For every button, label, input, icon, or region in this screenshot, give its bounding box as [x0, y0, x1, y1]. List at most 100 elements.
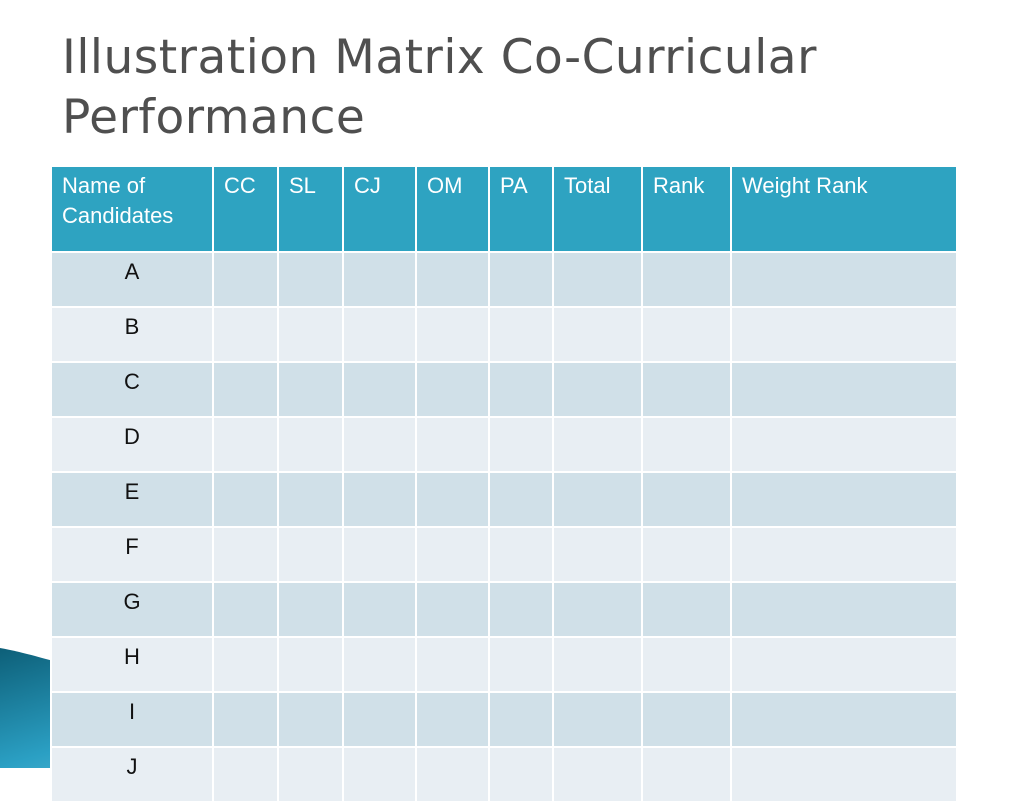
- table-cell: [552, 526, 643, 583]
- candidate-name-cell: G: [50, 581, 214, 638]
- table-row: B: [50, 306, 958, 363]
- table-cell: [415, 471, 490, 528]
- table-cell: [730, 746, 958, 803]
- table-cell: [730, 581, 958, 638]
- table-cell: [342, 746, 417, 803]
- table-cell: [212, 636, 279, 693]
- table-cell: [415, 306, 490, 363]
- candidate-name-cell: E: [50, 471, 214, 528]
- table-header-row: Name of Candidates CC SL CJ OM PA Total Rank Wei…: [50, 165, 958, 253]
- performance-matrix-table: Name of Candidates CC SL CJ OM PA Total Rank Wei…: [50, 165, 958, 803]
- table-cell: [415, 746, 490, 803]
- table-cell: [730, 526, 958, 583]
- table-cell: [488, 746, 554, 803]
- table-cell: [488, 526, 554, 583]
- column-header: PA: [488, 165, 554, 253]
- column-header: Total: [552, 165, 643, 253]
- table-cell: [641, 361, 732, 418]
- column-header: OM: [415, 165, 490, 253]
- table-cell: [552, 416, 643, 473]
- table-cell: [488, 691, 554, 748]
- table-cell: [415, 416, 490, 473]
- table-cell: [277, 581, 344, 638]
- table-cell: [277, 746, 344, 803]
- table-cell: [277, 471, 344, 528]
- candidate-name-cell: F: [50, 526, 214, 583]
- table-cell: [212, 691, 279, 748]
- table-cell: [415, 251, 490, 308]
- table-cell: [342, 581, 417, 638]
- table-cell: [641, 526, 732, 583]
- table-row: D: [50, 416, 958, 473]
- table-cell: [552, 581, 643, 638]
- table-cell: [641, 471, 732, 528]
- table-cell: [342, 361, 417, 418]
- table-cell: [277, 306, 344, 363]
- candidate-name-cell: I: [50, 691, 214, 748]
- table-cell: [415, 581, 490, 638]
- candidate-name-cell: D: [50, 416, 214, 473]
- table-cell: [641, 636, 732, 693]
- slide-title: Illustration Matrix Co-Curricular Perfor…: [62, 30, 817, 145]
- table-cell: [488, 251, 554, 308]
- table-cell: [641, 306, 732, 363]
- table-cell: [212, 746, 279, 803]
- table-cell: [277, 636, 344, 693]
- column-header: Weight Rank: [730, 165, 958, 253]
- table-row: G: [50, 581, 958, 638]
- table-cell: [641, 581, 732, 638]
- table-cell: [277, 416, 344, 473]
- table-cell: [212, 526, 279, 583]
- table-cell: [277, 691, 344, 748]
- column-header: CJ: [342, 165, 417, 253]
- table-row: H: [50, 636, 958, 693]
- table-cell: [212, 361, 279, 418]
- candidate-name-cell: C: [50, 361, 214, 418]
- column-header: SL: [277, 165, 344, 253]
- table-cell: [212, 581, 279, 638]
- table-cell: [552, 471, 643, 528]
- table-cell: [641, 691, 732, 748]
- table-cell: [552, 636, 643, 693]
- table-row: J: [50, 746, 958, 803]
- table-cell: [552, 306, 643, 363]
- table-cell: [277, 251, 344, 308]
- table-cell: [641, 251, 732, 308]
- column-header: CC: [212, 165, 279, 253]
- table-cell: [342, 636, 417, 693]
- table-cell: [488, 636, 554, 693]
- table-row: F: [50, 526, 958, 583]
- table-cell: [641, 746, 732, 803]
- table-cell: [277, 526, 344, 583]
- column-header: Name of Candidates: [50, 165, 214, 253]
- table-row: I: [50, 691, 958, 748]
- table-cell: [730, 471, 958, 528]
- table-cell: [342, 526, 417, 583]
- table-cell: [342, 251, 417, 308]
- table-cell: [415, 526, 490, 583]
- table-cell: [212, 306, 279, 363]
- table-cell: [730, 361, 958, 418]
- table-cell: [488, 361, 554, 418]
- table-cell: [277, 361, 344, 418]
- table-cell: [552, 746, 643, 803]
- table-cell: [641, 416, 732, 473]
- table-cell: [730, 251, 958, 308]
- table-cell: [212, 416, 279, 473]
- candidate-name-cell: A: [50, 251, 214, 308]
- table-row: E: [50, 471, 958, 528]
- table-cell: [730, 636, 958, 693]
- table-row: A: [50, 251, 958, 308]
- table-cell: [488, 471, 554, 528]
- table-cell: [730, 691, 958, 748]
- table-cell: [552, 251, 643, 308]
- table-cell: [415, 691, 490, 748]
- table-cell: [552, 691, 643, 748]
- table-cell: [730, 306, 958, 363]
- table-cell: [342, 471, 417, 528]
- table-cell: [730, 416, 958, 473]
- table-cell: [342, 306, 417, 363]
- column-header: Rank: [641, 165, 732, 253]
- table-cell: [212, 471, 279, 528]
